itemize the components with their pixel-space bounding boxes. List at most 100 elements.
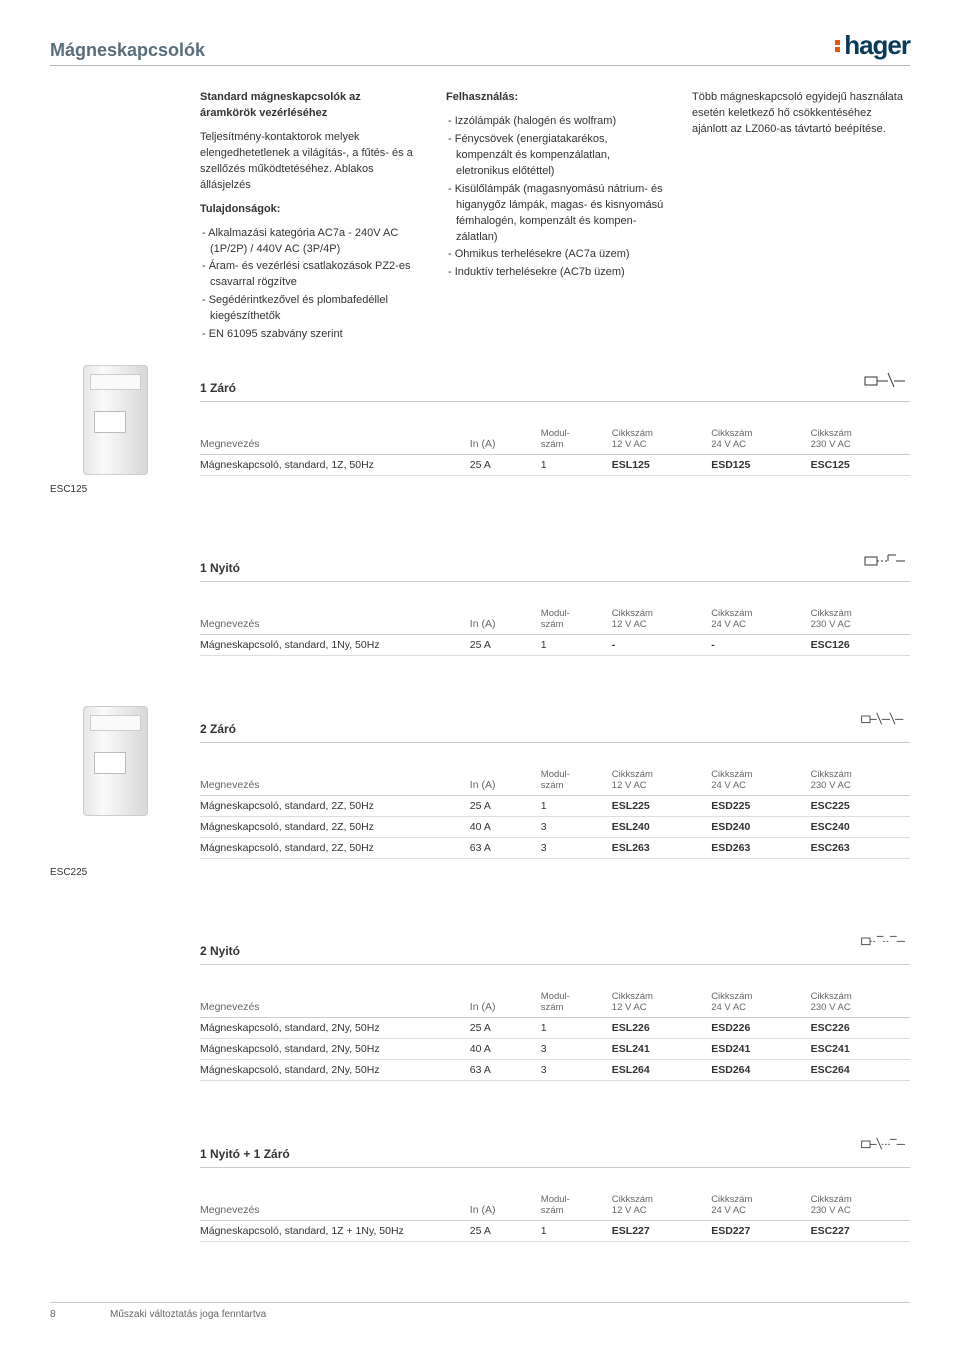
th-name: Megnevezés — [200, 606, 470, 635]
product-table: Megnevezés In (A) Modul-szám Cikkszám12 … — [200, 426, 910, 476]
table-row: Mágneskapcsoló, standard, 1Z + 1Ny, 50Hz… — [200, 1221, 910, 1242]
th-24v: Cikkszám24 V AC — [711, 989, 810, 1018]
cell-24v: ESD227 — [711, 1221, 810, 1242]
cell-in: 25 A — [470, 635, 541, 656]
table-row: Mágneskapcsoló, standard, 2Ny, 50Hz 63 A… — [200, 1060, 910, 1081]
section-content: 1 Záró Megnevezés In (A) Modul-szám Cikk… — [200, 365, 910, 476]
product-table: Megnevezés In (A) Modul-szám Cikkszám12 … — [200, 989, 910, 1081]
product-table: Megnevezés In (A) Modul-szám Cikkszám12 … — [200, 767, 910, 859]
th-in: In (A) — [470, 1192, 541, 1221]
th-name: Megnevezés — [200, 426, 470, 455]
cell-230v: ESC125 — [811, 455, 910, 476]
product-section: 1 Nyitó + 1 Záró Megnevezés In (A) Modul… — [200, 1131, 910, 1242]
page-number: 8 — [50, 1309, 70, 1320]
cell-name: Mágneskapcsoló, standard, 2Z, 50Hz — [200, 838, 470, 859]
intro-heading-1: Standard mágneskapcsolók az áramkörök ve… — [200, 91, 361, 119]
usage-item: - Ohmikus terhelésekre (AC7a üzem) — [446, 247, 664, 263]
th-12v: Cikkszám12 V AC — [612, 606, 711, 635]
cell-230v: ESC227 — [811, 1221, 910, 1242]
intro-note: Több mágneskapcsoló egyidejű használata … — [692, 90, 910, 138]
cell-modul: 1 — [541, 1221, 612, 1242]
product-section: 2 Nyitó Megnevezés In (A) Modul-szám Cik… — [200, 928, 910, 1081]
th-12v: Cikkszám12 V AC — [612, 1192, 711, 1221]
cell-12v: ESL264 — [612, 1060, 711, 1081]
th-230v: Cikkszám230 V AC — [811, 606, 910, 635]
schematic-icon — [860, 928, 910, 958]
cell-12v: ESL240 — [612, 817, 711, 838]
product-image-icon — [83, 365, 148, 475]
th-12v: Cikkszám12 V AC — [612, 767, 711, 796]
schematic-icon — [860, 706, 910, 736]
cell-12v: - — [612, 635, 711, 656]
section-title-row: 1 Nyitó + 1 Záró — [200, 1131, 910, 1168]
page-footer: 8 Műszaki változtatás joga fenntartva — [50, 1302, 910, 1320]
intro-col-2: Felhasználás: - Izzólámpák (halogén és w… — [446, 90, 664, 345]
table-row: Mágneskapcsoló, standard, 2Z, 50Hz 63 A … — [200, 838, 910, 859]
cell-230v: ESC264 — [811, 1060, 910, 1081]
th-24v: Cikkszám24 V AC — [711, 767, 810, 796]
usage-item: - Fénycsövek (energiatakarékos, kompenzá… — [446, 132, 664, 180]
cell-in: 25 A — [470, 455, 541, 476]
th-24v: Cikkszám24 V AC — [711, 426, 810, 455]
cell-24v: ESD241 — [711, 1039, 810, 1060]
table-row: Mágneskapcsoló, standard, 1Z, 50Hz 25 A … — [200, 455, 910, 476]
cell-name: Mágneskapcsoló, standard, 2Ny, 50Hz — [200, 1060, 470, 1081]
intro-columns: Standard mágneskapcsolók az áramkörök ve… — [200, 90, 910, 345]
product-section: 2 Záró Megnevezés In (A) Modul-szám Cikk… — [50, 706, 910, 878]
cell-12v: ESL227 — [612, 1221, 711, 1242]
schematic-icon — [860, 365, 910, 395]
cell-in: 63 A — [470, 838, 541, 859]
cell-name: Mágneskapcsoló, standard, 2Ny, 50Hz — [200, 1018, 470, 1039]
cell-in: 25 A — [470, 1221, 541, 1242]
section-title-row: 2 Záró — [200, 706, 910, 743]
cell-modul: 3 — [541, 838, 612, 859]
th-12v: Cikkszám12 V AC — [612, 426, 711, 455]
cell-12v: ESL263 — [612, 838, 711, 859]
feature-item: - Alkalmazási kategória AC7a - 240V AC (… — [200, 226, 418, 258]
features-title: Tulajdonságok: — [200, 203, 280, 215]
th-modul: Modul-szám — [541, 606, 612, 635]
th-in: In (A) — [470, 989, 541, 1018]
schematic-icon — [860, 545, 910, 575]
th-name: Megnevezés — [200, 989, 470, 1018]
cell-24v: ESD225 — [711, 796, 810, 817]
product-image-icon — [83, 706, 148, 816]
thumb-label: ESC225 — [50, 867, 910, 878]
page-header: Mágneskapcsolók hager — [50, 30, 910, 66]
cell-230v: ESC263 — [811, 838, 910, 859]
cell-name: Mágneskapcsoló, standard, 2Ny, 50Hz — [200, 1039, 470, 1060]
th-12v: Cikkszám12 V AC — [612, 989, 711, 1018]
section-title: 1 Záró — [200, 381, 236, 395]
th-modul: Modul-szám — [541, 426, 612, 455]
cell-modul: 3 — [541, 817, 612, 838]
th-24v: Cikkszám24 V AC — [711, 1192, 810, 1221]
section-content: 1 Nyitó Megnevezés In (A) Modul-szám Cik… — [200, 545, 910, 656]
cell-in: 63 A — [470, 1060, 541, 1081]
cell-12v: ESL125 — [612, 455, 711, 476]
intro-col-1: Standard mágneskapcsolók az áramkörök ve… — [200, 90, 418, 345]
page-title: Mágneskapcsolók — [50, 40, 205, 61]
usage-item: - Izzólámpák (halogén és wolf­ram) — [446, 114, 664, 130]
section-title: 2 Záró — [200, 722, 236, 736]
cell-230v: ESC241 — [811, 1039, 910, 1060]
th-230v: Cikkszám230 V AC — [811, 1192, 910, 1221]
cell-name: Mágneskapcsoló, standard, 2Z, 50Hz — [200, 796, 470, 817]
thumb-label: ESC125 — [50, 484, 910, 495]
th-in: In (A) — [470, 426, 541, 455]
cell-24v: ESD264 — [711, 1060, 810, 1081]
intro-text-1: Teljesítmény-kontaktorok melyek elengedh… — [200, 130, 418, 194]
section-title-row: 1 Záró — [200, 365, 910, 402]
product-thumb — [50, 706, 180, 816]
cell-modul: 3 — [541, 1060, 612, 1081]
cell-24v: ESD226 — [711, 1018, 810, 1039]
usage-item: - Induktív terhelésekre (AC7b üzem) — [446, 265, 664, 281]
cell-in: 25 A — [470, 1018, 541, 1039]
section-content: 2 Nyitó Megnevezés In (A) Modul-szám Cik… — [200, 928, 910, 1081]
cell-name: Mágneskapcsoló, standard, 2Z, 50Hz — [200, 817, 470, 838]
cell-modul: 1 — [541, 635, 612, 656]
section-title-row: 1 Nyitó — [200, 545, 910, 582]
section-title: 1 Nyitó — [200, 561, 240, 575]
brand-logo: hager — [835, 30, 910, 61]
cell-230v: ESC126 — [811, 635, 910, 656]
feature-item: - Áram- és vezérlési csatlakozá­sok PZ2-… — [200, 259, 418, 291]
